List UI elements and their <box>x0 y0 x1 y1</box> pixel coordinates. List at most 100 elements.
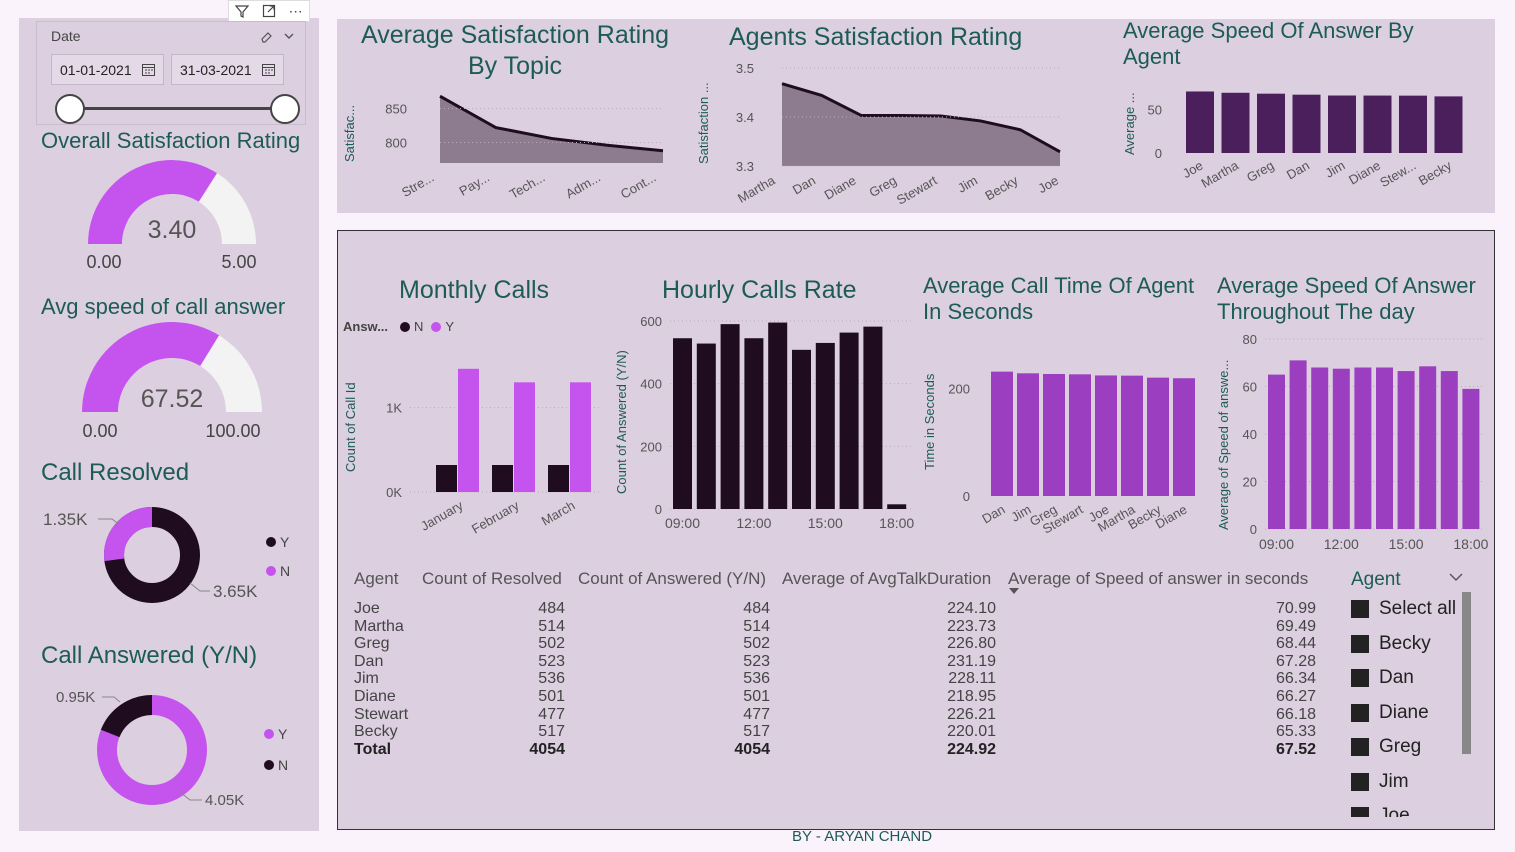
bar <box>1292 94 1321 153</box>
agent-sat-ylabel: Satisfaction ... <box>696 82 711 164</box>
gauge-min: 0.00 <box>82 421 117 441</box>
bar <box>1311 367 1329 529</box>
bar-y <box>458 368 479 492</box>
bar <box>1257 93 1285 153</box>
checkbox[interactable] <box>1351 772 1369 791</box>
slicer-item[interactable]: Becky <box>1351 627 1456 662</box>
chevron-down-icon[interactable] <box>283 30 295 42</box>
slicer-item-label: Diane <box>1379 701 1429 723</box>
table-cell-agent: Total <box>354 740 392 758</box>
monthly-legend: Answ... N Y <box>343 319 454 334</box>
y-tick-label: 3.3 <box>736 159 754 174</box>
slicer-item[interactable]: Greg <box>1351 730 1456 765</box>
table-row[interactable]: Greg 502 502 226.80 68.44 <box>345 635 1325 653</box>
x-tick-label: 18:00 <box>879 515 914 531</box>
range-end-handle[interactable] <box>270 94 300 124</box>
gauge-max: 5.00 <box>221 252 256 272</box>
table-row[interactable]: Martha 514 514 223.73 69.49 <box>345 618 1325 636</box>
bar <box>1332 368 1350 529</box>
series-line <box>439 94 664 153</box>
table-header-resolved[interactable]: Count of Resolved <box>422 569 562 588</box>
table-total-row[interactable]: Total 4054 4054 224.92 67.52 <box>345 741 1325 759</box>
filter-icon[interactable] <box>235 4 250 18</box>
end-date-input[interactable]: 31-03-2021 <box>171 54 284 85</box>
slicer-item[interactable]: Diane <box>1351 696 1456 731</box>
checkbox[interactable] <box>1351 703 1369 722</box>
table-header-talk-duration[interactable]: Average of AvgTalkDuration <box>782 569 992 588</box>
monthly-legend-title: Answ... <box>343 319 389 334</box>
call-resolved-donut: 1.35K 3.65K Y N <box>43 507 290 603</box>
slicer-scrollbar[interactable] <box>1462 592 1471 754</box>
monthly-chart: 1K 0K January February March <box>386 368 600 537</box>
monthly-title: Monthly Calls <box>399 276 550 304</box>
calendar-icon[interactable] <box>142 63 155 76</box>
series-line <box>781 82 1061 154</box>
footer-credit: BY - ARYAN CHAND <box>792 828 933 845</box>
slicer-item[interactable]: Jim <box>1351 765 1456 800</box>
bar <box>1399 95 1427 153</box>
slicer-item[interactable]: Dan <box>1351 661 1456 696</box>
checkbox[interactable] <box>1351 600 1369 619</box>
agent-slicer-list: Select all Becky Dan Diane Greg Jim Joe <box>1351 592 1456 817</box>
checkbox[interactable] <box>1351 669 1369 688</box>
focus-mode-icon[interactable] <box>262 4 276 18</box>
table-row[interactable]: Stewart 477 477 226.21 66.18 <box>345 706 1325 724</box>
table-row[interactable]: Joe 484 484 224.10 70.99 <box>345 600 1325 618</box>
table-cell-value: 4054 <box>529 740 565 758</box>
checkbox[interactable] <box>1351 634 1369 653</box>
table-cell-value: 536 <box>538 670 565 688</box>
y-tick-label: 50 <box>1148 103 1162 118</box>
y-tick-label: 600 <box>640 314 662 329</box>
leader-line <box>98 518 121 526</box>
table-row[interactable]: Diane 501 501 218.95 66.27 <box>345 688 1325 706</box>
table-cell-value: 66.34 <box>1275 670 1316 688</box>
slicer-item[interactable]: Select all <box>1351 592 1456 627</box>
table-cell-value: 501 <box>538 688 565 705</box>
table-cell-value: 514 <box>538 617 565 635</box>
hourly-title: Hourly Calls Rate <box>662 276 857 304</box>
speed-agent-ylabel: Average ... <box>1122 92 1137 155</box>
calendar-icon[interactable] <box>262 63 275 76</box>
table-cell-value: 67.52 <box>1275 740 1316 758</box>
calltime-title: Average Call Time Of Agent In Seconds <box>923 273 1195 324</box>
start-date-input[interactable]: 01-01-2021 <box>51 54 164 85</box>
table-header-agent[interactable]: Agent <box>354 569 399 588</box>
call-resolved-title: Call Resolved <box>41 459 190 486</box>
table-row[interactable]: Dan 523 523 231.19 67.28 <box>345 653 1325 671</box>
leader-line <box>102 696 121 703</box>
table-cell-agent: Stewart <box>354 705 409 723</box>
agent-slicer: Agent Select all Becky Dan Diane Greg Jim Joe <box>1345 565 1475 817</box>
x-tick-label: 12:00 <box>736 515 771 531</box>
table-cell-value: 228.11 <box>948 670 996 688</box>
legend-marker <box>431 321 442 332</box>
eraser-icon[interactable] <box>259 30 273 44</box>
bar <box>1121 375 1143 496</box>
bar <box>1376 367 1393 529</box>
checkbox[interactable] <box>1351 807 1369 817</box>
sort-descending-icon[interactable] <box>1009 588 1019 596</box>
table-cell-value: 536 <box>743 670 770 688</box>
table-row[interactable]: Jim 536 536 228.11 66.34 <box>345 670 1325 688</box>
checkbox[interactable] <box>1351 738 1369 757</box>
table-cell-value: 224.92 <box>947 740 996 758</box>
table-cell-agent: Martha <box>354 617 404 635</box>
range-start-handle[interactable] <box>55 94 85 124</box>
more-options-icon[interactable]: ⋯ <box>288 3 303 19</box>
table-header-speed[interactable]: Average of Speed of answer in seconds <box>1008 569 1309 588</box>
y-tick-label: 0 <box>963 489 970 504</box>
x-tick-label: January <box>418 497 466 533</box>
slicer-item-label: Joe <box>1379 805 1410 817</box>
table-cell-value: 502 <box>743 635 770 653</box>
speed-agent-title: Average Speed Of Answer By Agent <box>1123 18 1414 69</box>
table-header-answered[interactable]: Count of Answered (Y/N) <box>578 569 767 588</box>
gauge-max: 100.00 <box>205 421 260 441</box>
bar <box>1419 366 1437 529</box>
x-tick-label: Diane <box>822 173 859 203</box>
leader-line <box>189 582 210 592</box>
slicer-item[interactable]: Joe <box>1351 799 1456 817</box>
table-row[interactable]: Becky 517 517 220.01 65.33 <box>345 723 1325 741</box>
bar <box>1173 378 1195 496</box>
chevron-down-icon[interactable] <box>1449 572 1463 582</box>
